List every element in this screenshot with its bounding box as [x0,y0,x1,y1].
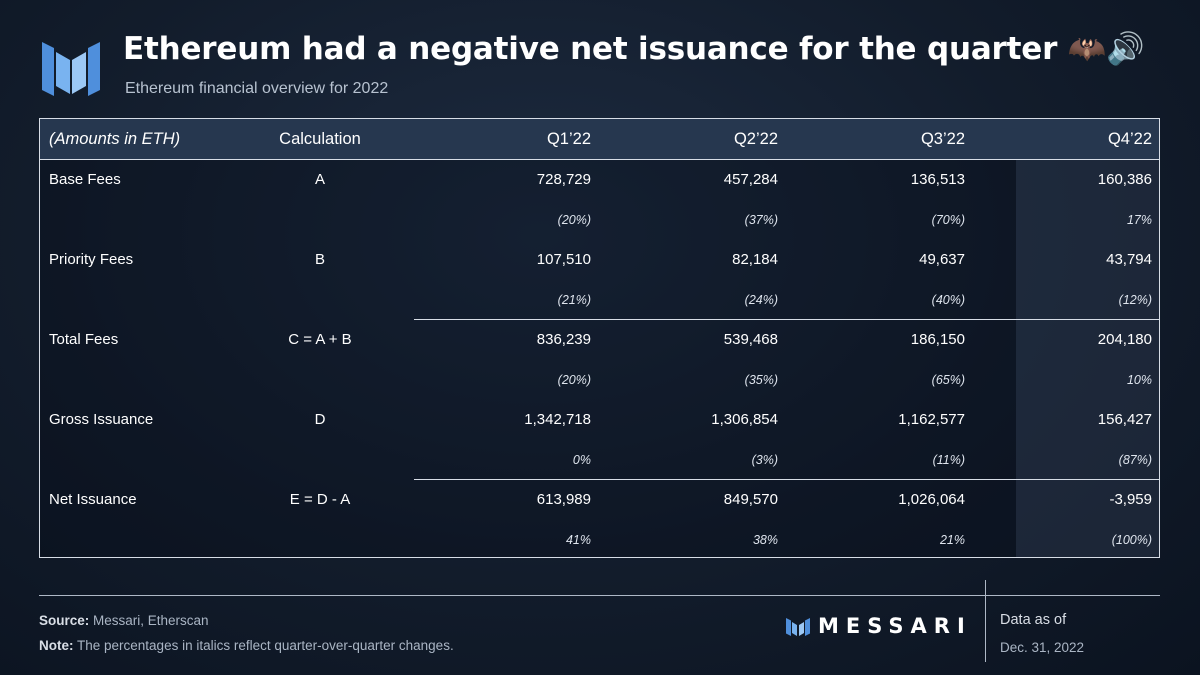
change-q3: (40%) [931,293,965,307]
header-amounts: (Amounts in ETH) [49,130,181,148]
change-q1: (21%) [557,293,591,307]
value-q2: 539,468 [723,331,778,348]
row-calc: B [314,251,325,268]
net-issuance-divider [414,479,1159,480]
change-q2: 38% [752,533,778,547]
change-q4: 10% [1126,373,1152,387]
page-subtitle: Ethereum financial overview for 2022 [125,80,389,97]
source-label: Source: [39,613,90,628]
change-q1: (20%) [557,373,591,387]
change-q4: (100%) [1111,533,1152,547]
change-q4: 17% [1126,213,1152,227]
change-q2: (37%) [744,213,778,227]
data-as-of-date: Dec. 31, 2022 [1000,640,1085,655]
value-q2: 849,570 [723,491,778,508]
financial-table: (Amounts in ETH) Calculation Q1’22 Q2’22… [39,118,1160,558]
change-q4: (12%) [1118,293,1152,307]
value-q1: 1,342,718 [524,411,591,428]
value-q1: 836,239 [536,331,591,348]
footer-divider [39,595,1160,596]
header-calculation: Calculation [279,130,361,148]
change-q2: (3%) [751,453,778,467]
value-q4: 204,180 [1097,331,1152,348]
row-label: Priority Fees [49,251,134,268]
change-q4: (87%) [1118,453,1152,467]
value-q2: 457,284 [723,171,778,188]
messari-brand-icon [786,618,810,636]
row-label: Net Issuance [49,491,137,508]
value-q3: 49,637 [919,251,965,268]
change-q2: (35%) [744,373,778,387]
header-q2: Q2’22 [733,130,778,148]
value-q4: 160,386 [1097,171,1152,188]
value-q3: 1,026,064 [898,491,965,508]
value-q1: 107,510 [536,251,591,268]
source-text: Messari, Etherscan [89,613,209,628]
row-calc: A [314,171,325,188]
row-calc: D [314,411,326,428]
row-calc: C = A + B [288,331,352,348]
note-text: The percentages in italics reflect quart… [73,638,454,653]
change-q1: 0% [572,453,591,467]
note-line: Note: The percentages in italics reflect… [39,638,454,653]
page-title: Ethereum had a negative net issuance for… [123,31,1145,67]
change-q3: (11%) [932,453,965,467]
value-q1: 613,989 [536,491,591,508]
change-q2: (24%) [744,293,778,307]
source-line: Source: Messari, Etherscan [39,613,209,628]
change-q3: 21% [939,533,965,547]
value-q2: 1,306,854 [711,411,778,428]
subtotal-divider [414,319,1159,320]
footer-vertical-divider [985,580,986,662]
change-q3: (65%) [931,373,965,387]
value-q4: 43,794 [1106,251,1152,268]
value-q3: 186,150 [910,331,965,348]
messari-logo-icon [42,42,100,96]
change-q1: (20%) [557,213,591,227]
row-label: Total Fees [49,331,119,348]
change-q3: (70%) [931,213,965,227]
header-q1: Q1’22 [546,130,591,148]
value-q3: 136,513 [910,171,965,188]
q4-column-highlight [1016,159,1159,557]
row-calc: E = D - A [289,491,351,508]
note-label: Note: [39,638,74,653]
value-q4: 156,427 [1097,411,1152,428]
value-q2: 82,184 [732,251,778,268]
value-q1: 728,729 [536,171,591,188]
value-q3: 1,162,577 [898,411,965,428]
row-label: Gross Issuance [49,411,154,428]
header-q4: Q4’22 [1107,130,1152,148]
row-label: Base Fees [49,171,121,188]
change-q1: 41% [565,533,591,547]
data-as-of-label: Data as of [1000,612,1067,628]
table-header: (Amounts in ETH) Calculation Q1’22 Q2’22… [40,119,1159,160]
header-q3: Q3’22 [920,130,965,148]
messari-wordmark: MESSARI [818,614,972,638]
value-q4: -3,959 [1109,491,1152,508]
